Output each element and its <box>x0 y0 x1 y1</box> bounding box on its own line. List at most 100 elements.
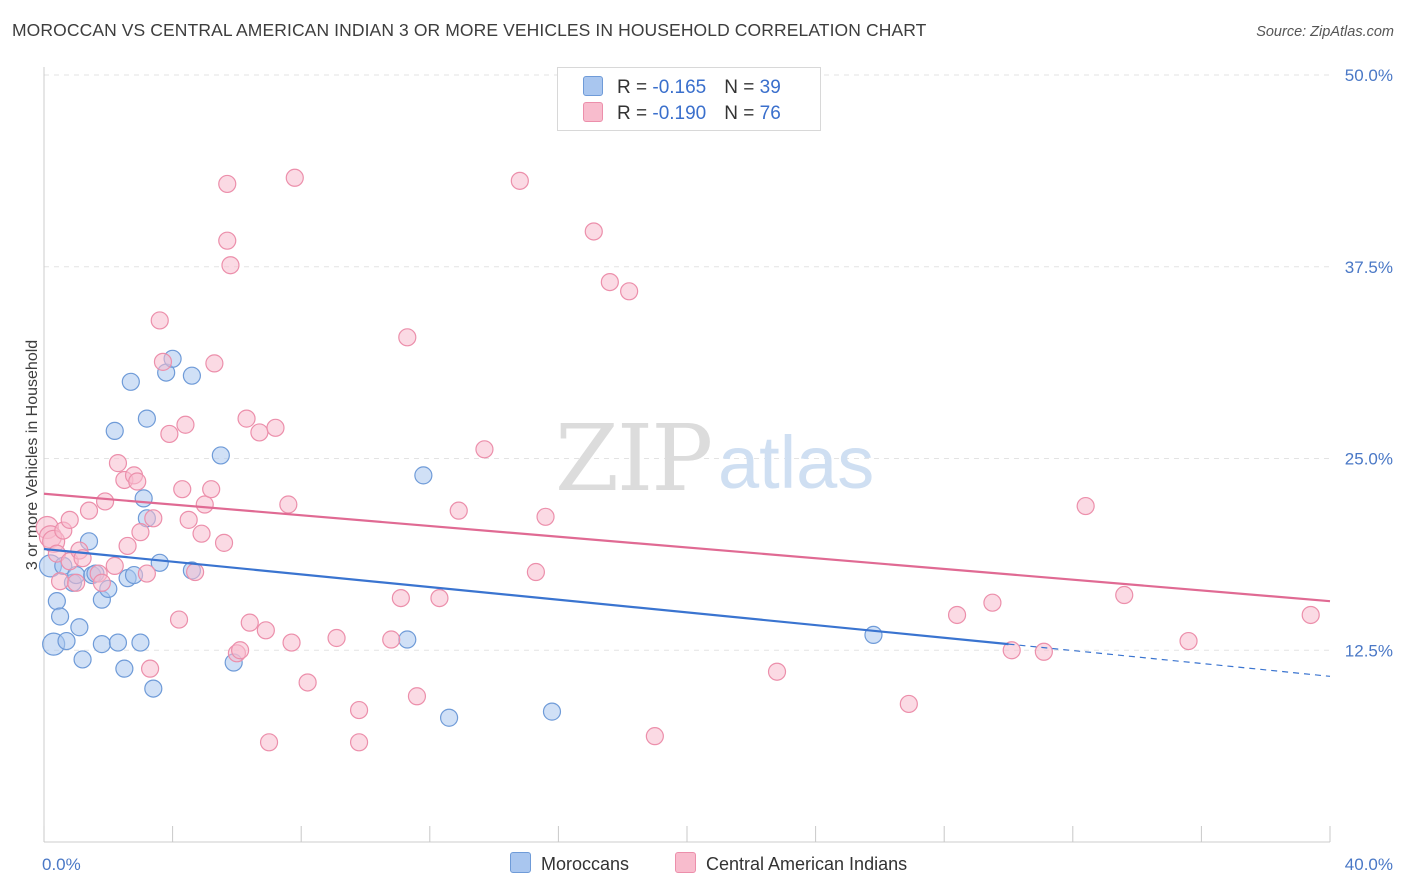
point-moroccans <box>182 366 201 385</box>
point-central-american-indians <box>391 588 410 608</box>
legend-r-value: -0.190 <box>652 103 707 124</box>
trend-line-central-american-indians <box>43 492 1331 603</box>
point-central-american-indians <box>584 222 603 241</box>
point-central-american-indians <box>202 480 221 499</box>
bottom-legend-swatch-moroccans <box>510 852 531 873</box>
bottom-legend-moroccans: Moroccans <box>510 852 629 875</box>
y-tick-label: 37.5% <box>1345 258 1393 277</box>
point-central-american-indians <box>282 633 301 652</box>
point-central-american-indians <box>50 572 70 591</box>
legend-r-label: R = <box>617 103 653 124</box>
bottom-legend-central-american-indians: Central American Indians <box>675 852 907 875</box>
point-central-american-indians <box>131 523 150 542</box>
point-moroccans <box>121 372 140 391</box>
point-moroccans <box>105 421 124 440</box>
point-central-american-indians <box>95 492 115 511</box>
x-tick-label: 40.0% <box>1345 855 1393 874</box>
point-central-american-indians <box>60 510 79 529</box>
point-central-american-indians <box>218 231 237 250</box>
legend-n-value: 39 <box>759 77 781 98</box>
point-moroccans <box>108 633 128 652</box>
point-central-american-indians <box>349 700 369 720</box>
point-central-american-indians <box>186 562 205 582</box>
point-central-american-indians <box>140 659 160 678</box>
point-central-american-indians <box>108 454 128 473</box>
point-central-american-indians <box>1179 631 1198 651</box>
gridlines <box>44 74 1330 651</box>
point-central-american-indians <box>169 610 189 629</box>
bottom-legend-label: Moroccans <box>541 854 630 874</box>
point-central-american-indians <box>195 495 214 514</box>
watermark-atlas: atlas <box>718 421 874 504</box>
trend-extension-moroccans <box>1008 643 1331 677</box>
point-central-american-indians <box>510 171 529 190</box>
point-central-american-indians <box>475 440 494 459</box>
point-moroccans <box>439 708 459 727</box>
point-central-american-indians <box>1115 585 1134 605</box>
point-moroccans <box>115 659 134 678</box>
point-central-american-indians <box>620 282 639 301</box>
point-central-american-indians <box>67 573 86 592</box>
point-central-american-indians <box>285 168 304 187</box>
point-central-american-indians <box>144 509 163 528</box>
legend-n-label: N = <box>724 77 760 98</box>
point-central-american-indians <box>221 256 240 275</box>
point-moroccans <box>47 592 66 611</box>
point-moroccans <box>144 679 163 698</box>
point-central-american-indians <box>645 727 664 746</box>
point-central-american-indians <box>105 556 124 575</box>
point-central-american-indians <box>218 174 237 194</box>
point-central-american-indians <box>92 573 111 592</box>
point-central-american-indians <box>947 605 967 625</box>
point-central-american-indians <box>137 564 156 583</box>
point-central-american-indians <box>767 662 787 681</box>
point-central-american-indians <box>349 733 369 752</box>
point-central-american-indians <box>266 418 285 437</box>
point-central-american-indians <box>1076 496 1095 516</box>
point-central-american-indians <box>407 687 427 706</box>
point-central-american-indians <box>192 524 211 543</box>
point-central-american-indians <box>256 621 275 640</box>
point-moroccans <box>134 489 153 508</box>
x-tick-label: 0.0% <box>42 855 81 874</box>
point-central-american-indians <box>153 352 173 371</box>
stats-legend: R = -0.165 N = 39 R = -0.190 N = 76 <box>557 67 821 131</box>
point-moroccans <box>150 553 169 572</box>
point-central-american-indians <box>449 501 468 520</box>
legend-n-value: 76 <box>759 103 781 124</box>
legend-row-central-american-indians: R = -0.190 N = 76 <box>583 102 781 126</box>
point-moroccans <box>398 630 417 649</box>
y-axis-label: 3 or more Vehicles in Household <box>24 340 41 570</box>
point-moroccans <box>70 618 89 637</box>
point-central-american-indians <box>382 630 401 649</box>
legend-r-label: R = <box>617 77 653 98</box>
bottom-legend-label: Central American Indians <box>706 854 908 874</box>
point-moroccans <box>211 446 230 465</box>
point-moroccans <box>542 702 562 721</box>
point-moroccans <box>92 635 111 654</box>
point-central-american-indians <box>298 673 317 692</box>
point-central-american-indians <box>214 533 234 552</box>
point-central-american-indians <box>983 593 1002 612</box>
point-moroccans <box>137 409 156 428</box>
trend-lines <box>43 492 1331 677</box>
point-moroccans <box>73 650 92 669</box>
point-central-american-indians <box>176 415 195 434</box>
watermark-zip: ZIP <box>555 405 711 512</box>
point-central-american-indians <box>1034 642 1053 661</box>
point-moroccans <box>414 466 433 485</box>
point-central-american-indians <box>398 328 417 347</box>
point-central-american-indians <box>250 423 269 442</box>
point-central-american-indians <box>526 562 545 582</box>
bottom-legend-swatch-central-american-indians <box>675 852 696 873</box>
watermark: ZIP atlas <box>555 405 874 512</box>
point-central-american-indians <box>237 409 256 428</box>
y-tick-label: 12.5% <box>1345 641 1393 660</box>
x-tick-labels: 0.0% 40.0% <box>42 855 1393 874</box>
point-central-american-indians <box>259 733 279 752</box>
point-central-american-indians <box>430 588 449 608</box>
point-moroccans <box>131 633 150 652</box>
point-central-american-indians <box>600 272 619 292</box>
point-central-american-indians <box>899 694 918 714</box>
